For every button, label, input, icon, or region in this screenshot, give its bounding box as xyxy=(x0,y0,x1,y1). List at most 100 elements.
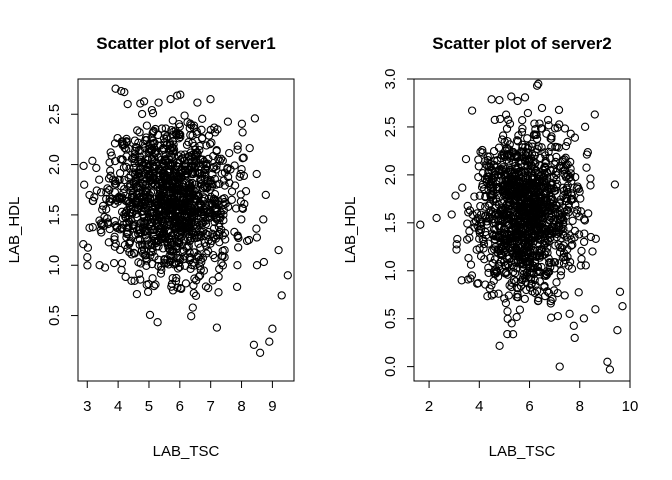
data-point xyxy=(463,219,472,228)
data-point xyxy=(545,258,554,268)
data-point xyxy=(503,329,512,339)
data-point xyxy=(172,245,181,254)
data-point xyxy=(172,242,181,251)
data-points xyxy=(79,84,292,357)
data-point xyxy=(92,163,101,173)
x-tick-label: 6 xyxy=(176,398,184,415)
data-point xyxy=(135,240,144,249)
data-point xyxy=(473,221,482,231)
data-point xyxy=(182,243,191,253)
data-point xyxy=(503,144,512,154)
data-point xyxy=(205,139,215,149)
data-point xyxy=(168,286,178,295)
data-point xyxy=(109,258,119,268)
data-point xyxy=(177,284,186,294)
data-point xyxy=(149,153,159,162)
data-point xyxy=(106,148,115,157)
data-point xyxy=(618,302,627,311)
data-point xyxy=(476,147,485,156)
data-point xyxy=(502,151,512,160)
data-point xyxy=(85,190,94,200)
data-point xyxy=(546,263,555,272)
data-point xyxy=(190,234,199,243)
data-point xyxy=(551,157,560,167)
data-point xyxy=(451,191,460,200)
data-point xyxy=(554,240,563,249)
data-point xyxy=(142,256,151,265)
data-point xyxy=(520,93,530,102)
data-point xyxy=(507,257,516,266)
data-point xyxy=(498,131,508,140)
data-point xyxy=(503,137,512,146)
data-point xyxy=(185,254,194,263)
data-point xyxy=(133,126,142,135)
data-point xyxy=(507,319,516,328)
data-point xyxy=(190,187,199,196)
data-point xyxy=(542,238,551,247)
data-point xyxy=(474,155,483,164)
x-tick-label: 8 xyxy=(237,398,245,415)
data-point xyxy=(192,233,202,242)
data-point xyxy=(463,201,472,211)
data-point xyxy=(518,193,527,203)
data-point xyxy=(259,257,269,267)
data-point xyxy=(212,161,221,171)
data-point xyxy=(250,114,260,123)
data-point xyxy=(582,163,591,172)
data-point xyxy=(215,212,224,221)
data-point xyxy=(478,169,487,178)
data-point xyxy=(88,156,97,165)
data-point xyxy=(197,257,206,267)
data-point xyxy=(507,243,516,252)
data-point xyxy=(125,238,134,247)
data-point xyxy=(555,362,564,371)
data-point xyxy=(174,189,183,198)
data-point xyxy=(509,275,519,284)
data-point xyxy=(531,125,540,134)
data-point xyxy=(486,206,496,215)
data-point xyxy=(265,337,274,346)
data-point xyxy=(495,223,504,233)
data-point xyxy=(570,333,579,343)
data-point xyxy=(579,237,589,247)
data-point xyxy=(216,213,225,223)
data-point xyxy=(241,187,251,196)
data-point xyxy=(487,291,496,300)
data-point xyxy=(123,99,132,109)
data-point xyxy=(512,312,521,322)
data-point xyxy=(184,178,194,187)
data-point xyxy=(214,288,223,297)
data-point xyxy=(191,161,201,170)
data-point xyxy=(174,130,183,139)
data-point xyxy=(475,234,484,243)
data-point xyxy=(146,194,155,203)
data-point xyxy=(603,357,612,366)
data-point xyxy=(244,235,254,245)
data-point xyxy=(527,184,537,193)
data-point xyxy=(153,130,163,140)
data-point xyxy=(134,258,143,267)
data-point xyxy=(115,245,125,255)
data-point xyxy=(156,269,166,278)
data-point xyxy=(520,254,530,263)
data-point xyxy=(189,123,198,133)
data-point xyxy=(144,144,153,154)
data-point xyxy=(145,199,154,208)
data-point xyxy=(120,140,129,149)
data-point xyxy=(567,177,576,186)
data-point xyxy=(505,119,515,128)
data-point xyxy=(554,259,564,268)
data-point xyxy=(220,181,229,190)
data-point xyxy=(452,240,461,249)
data-point xyxy=(192,195,202,205)
data-point xyxy=(198,184,207,193)
data-point xyxy=(194,272,203,281)
data-point xyxy=(174,223,184,233)
data-point xyxy=(491,194,501,204)
y-tick-label: 0.5 xyxy=(382,308,399,329)
data-point xyxy=(134,226,144,235)
data-point xyxy=(176,90,185,99)
data-point xyxy=(199,193,209,202)
data-point xyxy=(134,229,143,238)
